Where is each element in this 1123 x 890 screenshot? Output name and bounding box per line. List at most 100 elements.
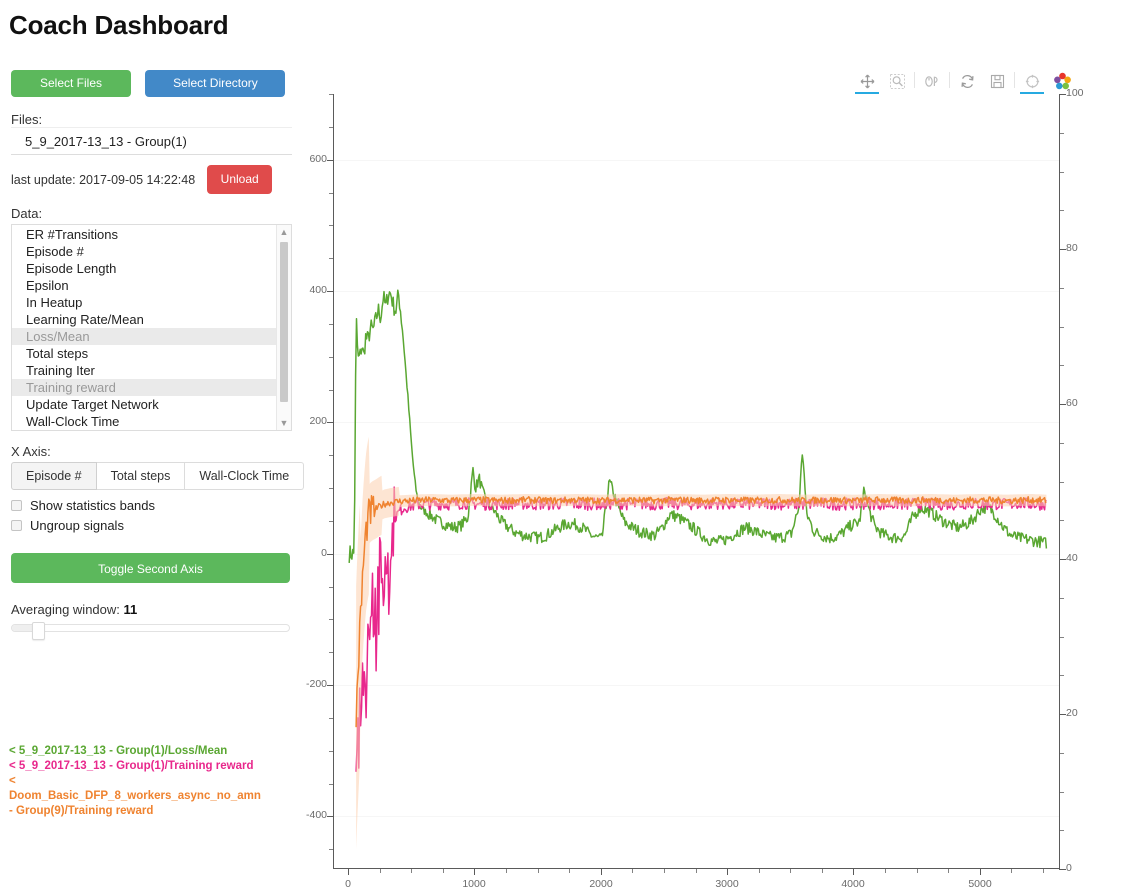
left-axis-line — [333, 94, 334, 869]
data-list-item[interactable]: Episode # — [26, 244, 84, 259]
data-list-item[interactable]: In Heatup — [26, 295, 83, 310]
tick-mark — [329, 784, 334, 785]
tick-mark — [759, 868, 760, 873]
tick-mark — [1059, 714, 1066, 715]
tick-mark — [1059, 482, 1064, 483]
show-statistics-bands-label: Show statistics bands — [30, 498, 156, 513]
toolbar-divider-3 — [1014, 72, 1015, 88]
x-axis-option-total-steps[interactable]: Total steps — [96, 462, 186, 490]
tick-mark — [329, 258, 334, 259]
tick-mark — [696, 868, 697, 873]
data-list-scrollbar[interactable]: ▲ ▼ — [276, 225, 291, 430]
toolbar-divider-2 — [949, 72, 950, 88]
show-statistics-bands-checkbox[interactable] — [11, 500, 22, 511]
legend-entry-training-reward-group1[interactable]: < 5_9_2017-13_13 - Group(1)/Training rew… — [9, 760, 254, 772]
ungroup-signals-checkbox[interactable] — [11, 520, 22, 531]
data-list-item[interactable]: Learning Rate/Mean — [26, 312, 144, 327]
data-list-item[interactable]: Training Iter — [26, 363, 95, 378]
unload-button[interactable]: Unload — [207, 165, 273, 194]
wheel-zoom-icon[interactable] — [917, 68, 947, 94]
tick-mark — [329, 357, 334, 358]
tick-mark — [1059, 753, 1064, 754]
scroll-up-arrow[interactable]: ▲ — [279, 227, 289, 237]
legend-entry-loss-mean[interactable]: < 5_9_2017-13_13 - Group(1)/Loss/Mean — [9, 745, 228, 757]
select-files-button[interactable]: Select Files — [11, 70, 131, 97]
scroll-down-arrow[interactable]: ▼ — [279, 418, 289, 428]
slider-fill — [12, 625, 34, 631]
tick-mark — [1059, 520, 1064, 521]
reset-icon[interactable] — [952, 68, 982, 94]
data-list-item[interactable]: Total steps — [26, 346, 89, 361]
data-list-item[interactable]: Epsilon — [26, 278, 69, 293]
series-line — [355, 486, 1047, 772]
tick-mark — [329, 390, 334, 391]
plot-toolbar[interactable] — [852, 66, 1077, 94]
tick-label: 2000 — [589, 878, 613, 890]
data-list-item[interactable]: Training reward — [12, 379, 277, 396]
last-update-row: last update: 2017-09-05 14:22:48 Unload — [11, 165, 310, 194]
tick-mark — [1059, 443, 1064, 444]
tick-mark — [1059, 675, 1064, 676]
show-statistics-bands-row[interactable]: Show statistics bands — [11, 498, 310, 513]
tick-mark — [380, 868, 381, 873]
tick-label: 40 — [1066, 552, 1078, 564]
averaging-window-label: Averaging window: 11 — [11, 602, 310, 617]
data-list-item[interactable]: ER #Transitions — [26, 227, 118, 242]
x-axis-button-group[interactable]: Episode # Total steps Wall-Clock Time — [11, 462, 310, 490]
data-list-item[interactable]: Episode Length — [26, 261, 117, 276]
toggle-second-axis-button[interactable]: Toggle Second Axis — [11, 553, 290, 583]
select-directory-button[interactable]: Select Directory — [145, 70, 286, 97]
slider-track — [11, 624, 290, 632]
tick-mark — [474, 868, 475, 875]
tick-mark — [1059, 327, 1064, 328]
pan-icon[interactable] — [852, 68, 882, 94]
tick-label: 200 — [309, 415, 327, 427]
legend-entry-training-reward-group9[interactable]: < Doom_Basic_DFP_8_workers_async_no_amn … — [9, 774, 303, 819]
tick-mark — [329, 225, 334, 226]
bokeh-logo-icon[interactable] — [1047, 68, 1077, 94]
slider-handle[interactable] — [32, 622, 45, 640]
grid-line — [334, 291, 1059, 292]
tick-mark — [948, 868, 949, 873]
tick-label: 60 — [1066, 397, 1078, 409]
tick-mark — [1059, 598, 1064, 599]
grid-line — [334, 816, 1059, 817]
legend-entry-3-line-2: Doom_Basic_DFP_8_workers_async_no_amn — [9, 790, 261, 802]
tick-mark — [329, 619, 334, 620]
files-label: Files: — [11, 112, 43, 127]
tick-mark — [632, 868, 633, 873]
tick-mark — [601, 868, 602, 875]
tick-mark — [329, 652, 334, 653]
averaging-window-slider[interactable] — [11, 622, 290, 640]
tick-mark — [1059, 288, 1064, 289]
page-title: Coach Dashboard — [9, 10, 229, 40]
control-panel: Select Files Select Directory Files: 5_9… — [0, 70, 310, 640]
tick-label: 0 — [321, 547, 327, 559]
tick-mark — [1059, 792, 1064, 793]
data-list-item[interactable]: Loss/Mean — [12, 328, 277, 345]
save-icon[interactable] — [982, 68, 1012, 94]
tick-label: 0 — [345, 878, 351, 890]
scrollbar-thumb[interactable] — [280, 242, 288, 402]
x-axis-option-episode[interactable]: Episode # — [11, 462, 97, 490]
tick-label: 5000 — [968, 878, 992, 890]
tick-mark — [1059, 830, 1064, 831]
tick-label: -200 — [305, 678, 327, 690]
data-list-item[interactable]: Wall-Clock Time — [26, 414, 120, 429]
ungroup-signals-row[interactable]: Ungroup signals — [11, 518, 310, 533]
tick-label: 0 — [1066, 862, 1072, 874]
hover-icon[interactable] — [1017, 68, 1047, 94]
box-zoom-icon[interactable] — [882, 68, 912, 94]
tick-mark — [329, 587, 334, 588]
files-selected-item[interactable]: 5_9_2017-13_13 - Group(1) — [11, 127, 292, 155]
tick-mark — [1059, 210, 1064, 211]
averaging-window-caption: Averaging window: — [11, 602, 120, 617]
data-list-item[interactable]: Update Target Network — [26, 397, 159, 412]
legend-entry-3-line-1: < — [9, 775, 16, 787]
x-axis-option-wall-clock-time[interactable]: Wall-Clock Time — [185, 462, 305, 490]
chart-legend: < 5_9_2017-13_13 - Group(1)/Loss/Mean < … — [9, 744, 303, 819]
tick-mark — [327, 291, 334, 292]
tick-label: 3000 — [715, 878, 739, 890]
data-signal-list[interactable]: ER #Transitions Episode # Episode Length Ep… — [11, 224, 292, 431]
tick-mark — [1059, 637, 1064, 638]
